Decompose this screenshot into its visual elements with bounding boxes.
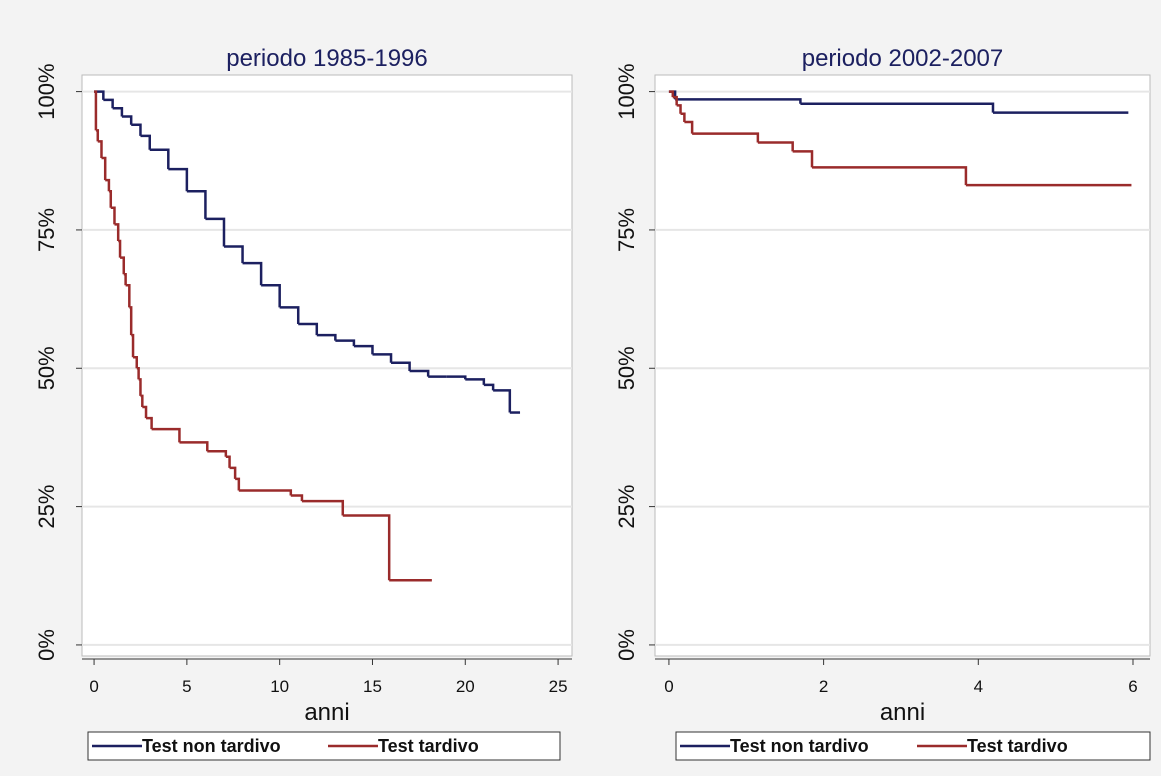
- legend-label: Test tardivo: [378, 736, 479, 756]
- chart-title: periodo 1985-1996: [226, 45, 428, 72]
- step: [94, 90, 98, 131]
- step: [800, 102, 995, 113]
- legend-label: Test tardivo: [967, 736, 1068, 756]
- y-tick-label: 0%: [34, 629, 59, 661]
- legend: [87, 731, 561, 761]
- y-tick-label: 100%: [614, 63, 639, 119]
- step: [136, 367, 140, 380]
- step: [483, 383, 495, 391]
- step: [131, 123, 142, 136]
- step: [103, 98, 114, 109]
- step: [118, 239, 122, 258]
- step: [223, 245, 244, 264]
- step: [146, 416, 153, 430]
- x-tick-label: 4: [974, 677, 983, 696]
- step: [235, 477, 241, 491]
- step: [279, 306, 300, 324]
- step: [105, 178, 111, 192]
- step: [316, 333, 337, 341]
- step: [205, 217, 226, 247]
- y-tick-label: 25%: [614, 485, 639, 529]
- step: [261, 284, 281, 308]
- step: [110, 206, 116, 225]
- step: [114, 223, 120, 241]
- x-axis-label: anni: [304, 699, 349, 726]
- step: [298, 322, 319, 336]
- step: [108, 189, 113, 208]
- chart-title: periodo 2002-2007: [802, 45, 1004, 72]
- legend-label: Test non tardivo: [730, 736, 869, 756]
- step: [372, 353, 393, 363]
- x-tick-label: 5: [182, 677, 191, 696]
- step: [342, 514, 391, 581]
- step: [138, 378, 142, 396]
- step: [140, 134, 151, 150]
- step: [97, 140, 103, 158]
- step: [121, 115, 133, 125]
- step: [409, 369, 430, 377]
- step: [149, 148, 170, 170]
- step: [493, 389, 512, 413]
- step: [179, 441, 209, 452]
- step: [353, 344, 374, 355]
- step: [125, 284, 131, 308]
- x-axis-label: anni: [880, 699, 925, 726]
- step: [301, 499, 345, 516]
- x-tick-label: 20: [456, 677, 475, 696]
- step: [129, 306, 133, 336]
- step: [225, 455, 231, 468]
- step: [186, 189, 207, 219]
- step: [131, 333, 135, 358]
- step: [229, 466, 237, 479]
- step: [812, 166, 968, 186]
- step: [692, 132, 760, 143]
- y-tick-label: 75%: [34, 208, 59, 252]
- y-tick-label: 50%: [34, 346, 59, 390]
- step: [238, 489, 293, 496]
- step: [335, 339, 356, 347]
- step: [142, 405, 148, 419]
- plot-area: [81, 74, 573, 657]
- x-tick-label: 15: [363, 677, 382, 696]
- y-tick-label: 25%: [34, 485, 59, 529]
- y-tick-label: 0%: [614, 629, 639, 661]
- x-tick-label: 25: [549, 677, 568, 696]
- x-tick-label: 6: [1128, 677, 1137, 696]
- step: [391, 361, 411, 372]
- step: [680, 112, 686, 123]
- step: [140, 394, 144, 407]
- step: [101, 156, 107, 181]
- x-tick-label: 2: [819, 677, 828, 696]
- x-tick-label: 0: [89, 677, 98, 696]
- step: [465, 378, 486, 385]
- step: [120, 256, 126, 275]
- step: [112, 106, 124, 117]
- step: [290, 494, 304, 502]
- x-tick-label: 10: [270, 677, 289, 696]
- step: [676, 104, 682, 114]
- step: [242, 261, 263, 286]
- step: [207, 450, 228, 457]
- step: [168, 167, 189, 192]
- step: [792, 150, 814, 168]
- step: [672, 95, 678, 106]
- step: [668, 90, 675, 98]
- step: [123, 272, 127, 286]
- step: [133, 355, 139, 369]
- y-tick-label: 50%: [614, 346, 639, 390]
- step: [757, 141, 794, 152]
- y-tick-label: 75%: [614, 208, 639, 252]
- plot-area: [654, 74, 1151, 657]
- step: [684, 120, 694, 134]
- y-tick-label: 100%: [34, 63, 59, 119]
- legend: [675, 731, 1151, 761]
- step: [675, 98, 802, 104]
- legend-label: Test non tardivo: [142, 736, 281, 756]
- step: [151, 427, 181, 443]
- x-tick-label: 0: [664, 677, 673, 696]
- step: [95, 129, 100, 142]
